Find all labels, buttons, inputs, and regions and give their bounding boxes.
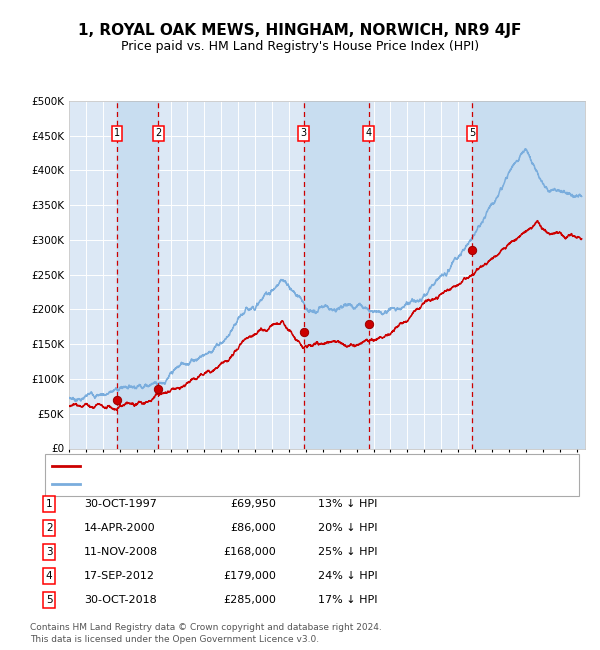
Text: £69,950: £69,950 (230, 499, 276, 509)
Text: 4: 4 (46, 571, 53, 581)
Text: 13% ↓ HPI: 13% ↓ HPI (318, 499, 377, 509)
Text: 30-OCT-1997: 30-OCT-1997 (84, 499, 157, 509)
Text: 1, ROYAL OAK MEWS, HINGHAM, NORWICH, NR9 4JF (detached house): 1, ROYAL OAK MEWS, HINGHAM, NORWICH, NR9… (85, 461, 448, 471)
Text: 17-SEP-2012: 17-SEP-2012 (84, 571, 155, 581)
Text: This data is licensed under the Open Government Licence v3.0.: This data is licensed under the Open Gov… (30, 634, 319, 644)
Text: 2: 2 (155, 129, 161, 138)
Text: 4: 4 (365, 129, 371, 138)
Bar (304, 101, 368, 448)
Text: £179,000: £179,000 (223, 571, 276, 581)
Bar (117, 101, 158, 448)
Text: 3: 3 (46, 547, 53, 557)
Text: 30-OCT-2018: 30-OCT-2018 (84, 595, 157, 605)
Text: 3: 3 (301, 129, 307, 138)
Text: 5: 5 (46, 595, 53, 605)
Bar (472, 101, 585, 448)
Text: 1: 1 (114, 129, 120, 138)
Text: £168,000: £168,000 (223, 547, 276, 557)
Text: Price paid vs. HM Land Registry's House Price Index (HPI): Price paid vs. HM Land Registry's House … (121, 40, 479, 53)
Text: £285,000: £285,000 (223, 595, 276, 605)
Text: 17% ↓ HPI: 17% ↓ HPI (318, 595, 377, 605)
Text: 5: 5 (469, 129, 475, 138)
Text: 20% ↓ HPI: 20% ↓ HPI (318, 523, 377, 533)
Text: 24% ↓ HPI: 24% ↓ HPI (318, 571, 377, 581)
Text: £86,000: £86,000 (230, 523, 276, 533)
Text: 14-APR-2000: 14-APR-2000 (84, 523, 155, 533)
Text: 25% ↓ HPI: 25% ↓ HPI (318, 547, 377, 557)
Text: HPI: Average price, detached house, South Norfolk: HPI: Average price, detached house, Sout… (85, 479, 349, 489)
Text: Contains HM Land Registry data © Crown copyright and database right 2024.: Contains HM Land Registry data © Crown c… (30, 623, 382, 632)
Text: 11-NOV-2008: 11-NOV-2008 (84, 547, 158, 557)
Text: 1, ROYAL OAK MEWS, HINGHAM, NORWICH, NR9 4JF: 1, ROYAL OAK MEWS, HINGHAM, NORWICH, NR9… (79, 23, 521, 38)
Text: 2: 2 (46, 523, 53, 533)
Text: 1: 1 (46, 499, 53, 509)
